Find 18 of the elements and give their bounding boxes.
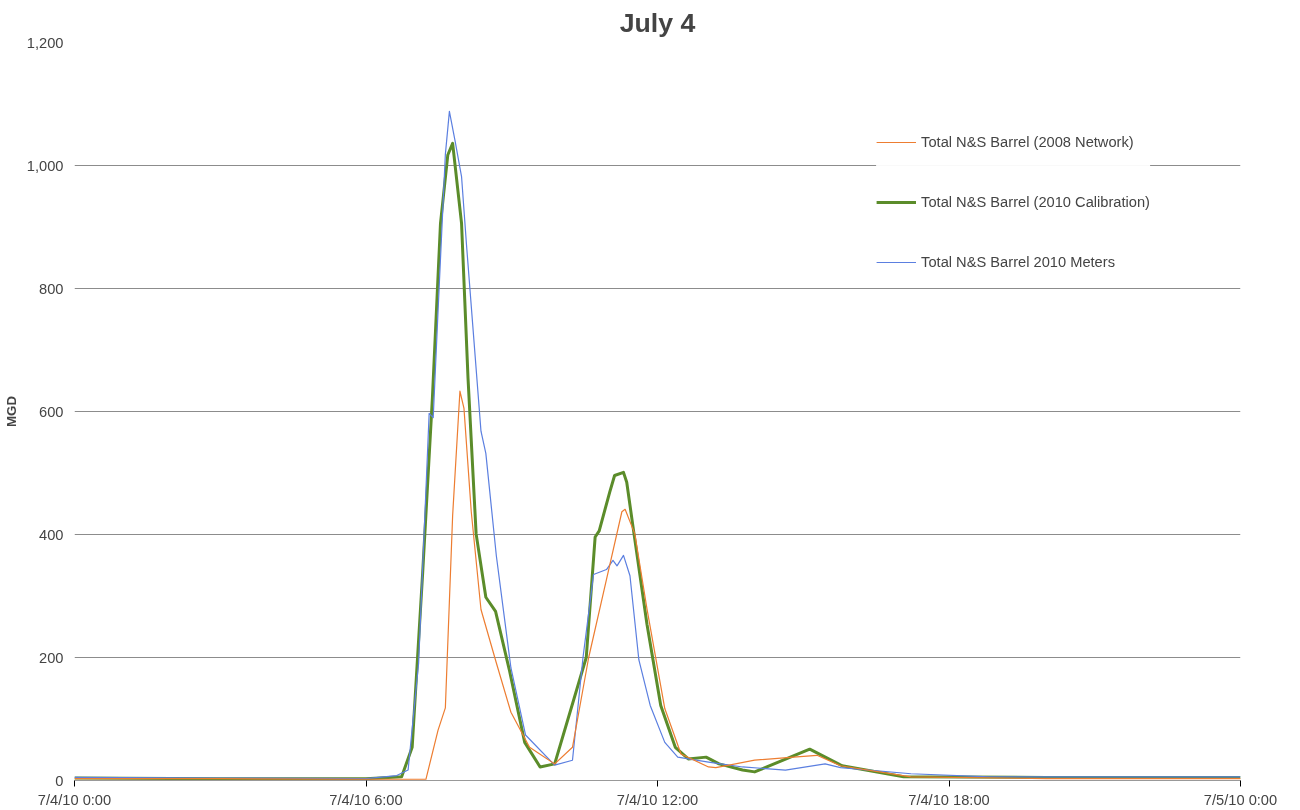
legend-label: Total N&S Barrel (2010 Calibration) [921,194,1150,210]
legend-label: Total N&S Barrel 2010 Meters [921,254,1115,270]
x-tick-label: 7/4/10 6:00 [329,791,403,808]
x-tick-label: 7/5/10 0:00 [1203,791,1278,808]
legend-label: Total N&S Barrel (2008 Network) [921,134,1134,150]
x-tick-label: 7/4/10 0:00 [37,791,112,808]
y-tick-label: 1,200 [26,34,64,51]
y-axis-title: MGD [3,395,19,428]
y-tick-label: 1,000 [26,157,64,174]
y-tick-label: 0 [55,772,64,789]
x-tick-label: 7/4/10 18:00 [908,791,990,808]
y-tick-label: 400 [39,526,64,543]
y-tick-label: 600 [39,403,64,420]
line-series [74,390,1241,780]
x-tick-label: 7/4/10 12:00 [616,791,699,808]
y-tick-label: 200 [39,649,64,666]
y-tick-label: 800 [39,280,64,297]
chart-title: July 4 [619,7,696,38]
